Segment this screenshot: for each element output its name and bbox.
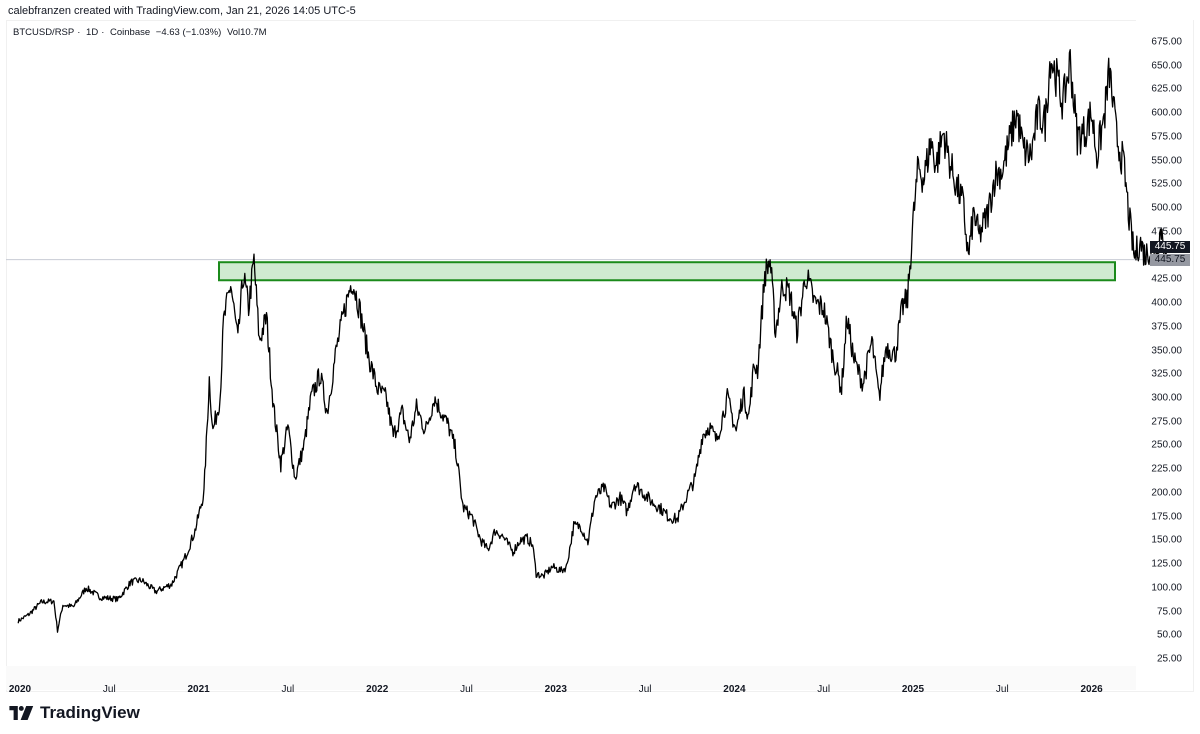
time-axis-tick: 2026 — [1080, 684, 1103, 695]
legend-sep-2: · — [101, 27, 105, 38]
price-axis-tick: 550.00 — [1151, 155, 1182, 167]
time-axis-tick: 2025 — [901, 684, 925, 695]
price-axis-tick: 350.00 — [1151, 345, 1182, 356]
price-axis-tick: 325.00 — [1151, 368, 1182, 380]
price-axis-tick: 300.00 — [1151, 392, 1182, 404]
price-axis-tick: 675.00 — [1151, 36, 1182, 48]
price-line-series — [17, 48, 1168, 633]
time-axis-tick: Jul — [460, 684, 473, 695]
price-axis-tick: 575.00 — [1151, 131, 1182, 143]
price-axis-tick: 150.00 — [1151, 534, 1182, 546]
time-axis-tick: Jul — [817, 684, 831, 695]
legend-sep-1: · — [77, 27, 81, 38]
time-axis-tick: 2021 — [187, 684, 210, 695]
last-price-badge: 445.75 — [1150, 241, 1190, 253]
price-axis-tick: 250.00 — [1151, 439, 1182, 451]
time-axis-tick: Jul — [638, 684, 652, 695]
price-axis-tick: 125.00 — [1151, 558, 1182, 570]
price-axis-tick: 625.00 — [1151, 83, 1182, 95]
price-axis-tick: 650.00 — [1151, 60, 1182, 72]
price-axis-tick: 75.00 — [1156, 606, 1182, 618]
price-axis-tick: 500.00 — [1151, 202, 1182, 214]
symbol-legend: BTCUSD/RSP · 1D · Coinbase −4.63 (−1.03%) … — [13, 27, 270, 38]
resistance-zone-rectangle[interactable] — [218, 261, 1116, 282]
time-axis-tick: 2022 — [366, 684, 389, 695]
time-axis-tick: Jul — [281, 684, 295, 695]
time-axis-tick: Jul — [102, 684, 116, 695]
tradingview-logo-text: TradingView — [40, 703, 140, 722]
tradingview-logo-icon — [9, 706, 34, 720]
price-axis-tick: 175.00 — [1151, 511, 1182, 523]
price-marker-badge: 445.75 — [1150, 254, 1190, 266]
legend-volume: Vol10.7M — [226, 27, 267, 38]
price-axis-tick: 50.00 — [1156, 629, 1182, 641]
time-axis-tick: 2024 — [723, 684, 746, 695]
time-axis-tick: 2023 — [544, 684, 567, 695]
price-axis-tick: 600.00 — [1151, 107, 1182, 119]
tradingview-logo[interactable]: TradingView — [9, 703, 140, 723]
legend-exchange: Coinbase — [110, 27, 151, 38]
price-axis-tick: 225.00 — [1151, 463, 1182, 475]
price-axis-tick: 200.00 — [1151, 487, 1182, 499]
price-axis-tick: 475.00 — [1151, 226, 1182, 238]
price-axis-tick: 400.00 — [1151, 297, 1182, 309]
price-axis[interactable]: 675.00 650.00 625.00 600.00 575.00 550.00 525.… — [1136, 20, 1193, 666]
time-axis-tick: 2020 — [8, 684, 32, 695]
price-axis-tick: 25.00 — [1156, 653, 1182, 665]
price-axis-tick: 100.00 — [1151, 582, 1182, 594]
time-axis-tick: Jul — [995, 684, 1009, 695]
price-axis-tick: 525.00 — [1151, 178, 1182, 190]
legend-interval[interactable]: 1D — [86, 27, 99, 38]
chart-frame[interactable] — [6, 20, 1194, 692]
time-axis[interactable] — [6, 666, 1136, 690]
price-axis-tick: 425.00 — [1151, 273, 1182, 285]
legend-change: −4.63 (−1.03%) — [155, 27, 222, 38]
price-axis-tick: 375.00 — [1151, 321, 1182, 333]
chart-credit: calebfranzen created with TradingView.co… — [8, 5, 356, 17]
price-axis-tick: 275.00 — [1151, 416, 1182, 428]
legend-symbol[interactable]: BTCUSD/RSP — [13, 27, 75, 38]
